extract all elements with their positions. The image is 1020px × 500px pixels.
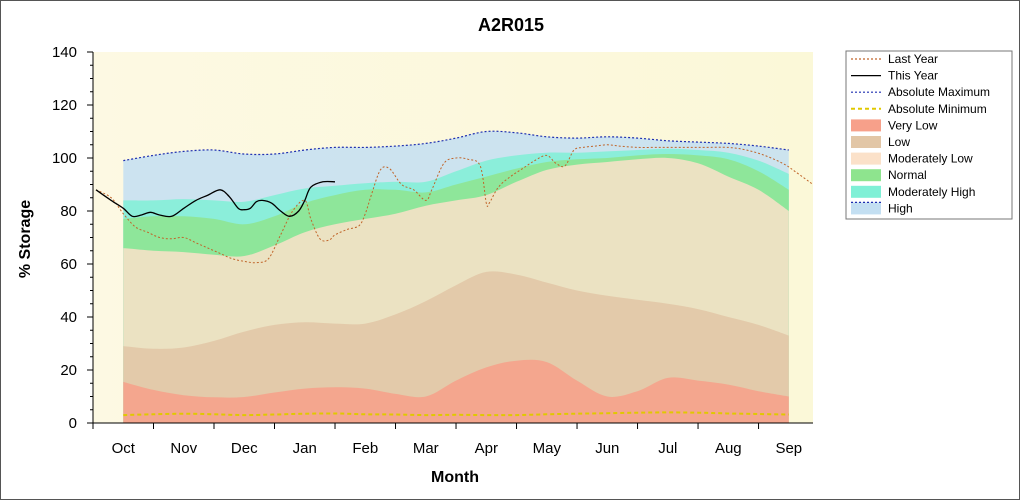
x-tick-label: Oct (112, 440, 136, 457)
this-year-line (95, 180, 336, 218)
y-tick-label: 0 (69, 415, 77, 432)
y-tick-label: 100 (52, 150, 77, 167)
legend: Last Year This Year Absolute Maximum Absolu… (845, 50, 1013, 220)
x-tick-label: Aug (715, 440, 742, 457)
x-tick-label: Apr (475, 440, 498, 457)
legend-label: Low (888, 135, 910, 149)
x-tick-label: Dec (231, 440, 258, 457)
band-low (123, 271, 789, 423)
x-tick-label: Feb (352, 440, 378, 457)
y-tick-label: 20 (60, 362, 77, 379)
y-axis-label: % Storage (17, 200, 34, 278)
legend-label: Last Year (888, 52, 938, 66)
absolute-minimum-line (123, 411, 789, 417)
y-tick-label: 80 (60, 203, 77, 220)
legend-label: Moderately Low (888, 152, 973, 166)
band-areas (123, 131, 789, 423)
y-tick-label: 60 (60, 256, 77, 273)
legend-last-year: Last Year (851, 52, 938, 66)
x-tick-label: May (533, 440, 562, 457)
x-tick-label: Sep (775, 440, 802, 457)
chart-title: A2R015 (478, 15, 544, 35)
legend-absolute-minimum: Absolute Minimum (851, 102, 987, 116)
legend-label: High (888, 201, 913, 215)
y-tick-label: 40 (60, 309, 77, 326)
absolute-maximum-line (123, 130, 789, 162)
x-tick-label: Jul (658, 440, 677, 457)
legend-this-year: This Year (851, 69, 938, 83)
legend-label: Absolute Maximum (888, 85, 990, 99)
legend-moderately-low: Moderately Low (851, 152, 973, 166)
y-tick-label: 140 (52, 44, 77, 61)
legend-label: This Year (888, 69, 938, 83)
x-tick-label: Nov (170, 440, 197, 457)
x-axis-label: Month (431, 469, 479, 486)
legend-very-low: Very Low (851, 118, 938, 132)
legend-label: Very Low (888, 118, 938, 132)
axes: 0 20 40 60 80 100 120 140 Oct Nov Dec Jan Feb Mar Apr M… (52, 44, 813, 457)
series-lines (95, 130, 814, 417)
legend-label: Normal (888, 168, 927, 182)
band-very-low (123, 359, 789, 423)
legend-high: High (851, 201, 913, 215)
last-year-line (95, 144, 814, 264)
y-tick-label: 120 (52, 97, 77, 114)
legend-absolute-maximum: Absolute Maximum (851, 85, 990, 99)
x-tick-label: Jun (595, 440, 619, 457)
legend-label: Moderately High (888, 185, 975, 199)
x-tick-label: Mar (413, 440, 439, 457)
legend-normal: Normal (851, 168, 927, 182)
legend-moderately-high: Moderately High (851, 185, 975, 199)
x-tick-label: Jan (293, 440, 317, 457)
legend-label: Absolute Minimum (888, 102, 987, 116)
legend-low: Low (851, 135, 910, 149)
